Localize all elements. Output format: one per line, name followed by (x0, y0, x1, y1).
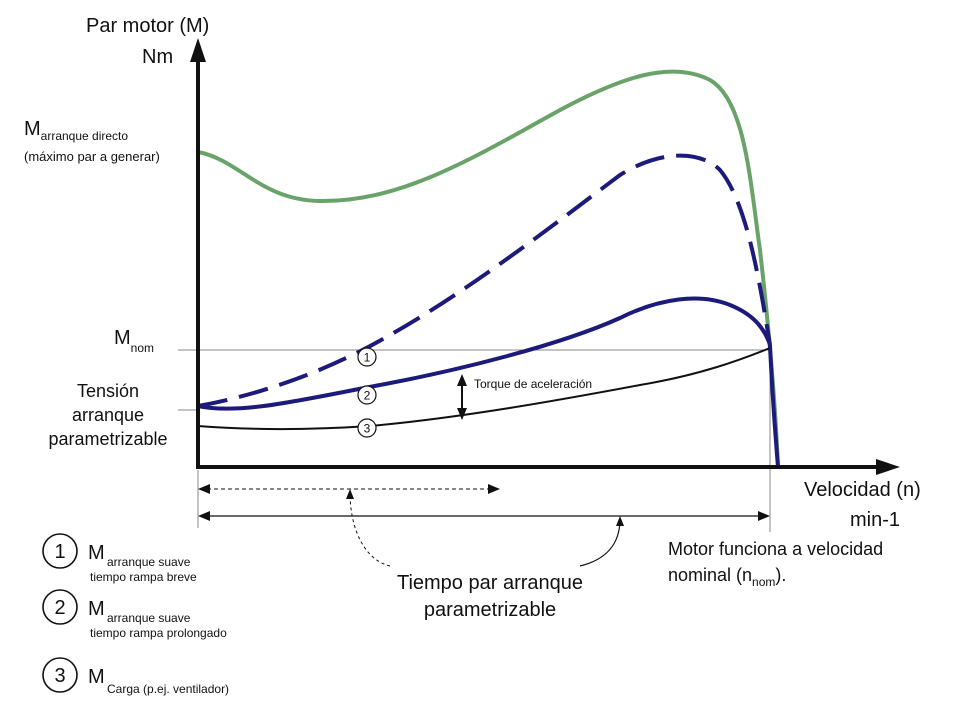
legend-sub1-3: Carga (p.ej. ventilador) (107, 682, 229, 696)
legend-main-3: M (88, 666, 105, 688)
legend-sub2-2: tiempo rampa prolongado (90, 626, 227, 640)
short-ramp-arrow-right (488, 484, 500, 494)
soft-start-long-ramp-curve (197, 296, 772, 411)
legend-item-3: 3 M Carga (p.ej. ventilador) (42, 657, 229, 696)
acceleration-torque-label: Torque de aceleración (474, 377, 592, 391)
time-label-line2: parametrizable (424, 599, 556, 621)
x-axis-label: Velocidad (n) (804, 479, 921, 501)
nominal-speed-drop-curve (768, 344, 780, 468)
legend-sub1-1: arranque suave (107, 555, 191, 569)
legend-marker-3 (42, 657, 78, 693)
m-arranque-directo-note: (máximo par a generar) (24, 149, 160, 164)
x-axis-unit: min-1 (850, 509, 900, 531)
m-nom-main: M (114, 327, 131, 349)
long-ramp-arrow-right (758, 511, 770, 521)
m-arranque-directo-label: Marranque directo (24, 118, 128, 143)
m-nom-label: Mnom (114, 327, 154, 355)
x-axis-arrowhead (876, 459, 900, 475)
motor-nominal-line1: Motor funciona a velocidad (668, 539, 883, 559)
short-ramp-arrow-left (198, 484, 210, 494)
legend-marker-1 (42, 533, 78, 569)
legend-main-1: M (88, 542, 105, 564)
legend-num-3: 3 (54, 665, 65, 687)
legend: 1 M arranque suave tiempo rampa breve 2 … (42, 533, 229, 696)
m-nom-sub: nom (131, 341, 154, 355)
long-ramp-leader-head (616, 516, 624, 526)
acceleration-torque-arrowhead-top (457, 374, 467, 386)
soft-start-short-ramp-curve (197, 153, 772, 408)
curve-marker-3 (357, 418, 377, 438)
y-axis-arrowhead (190, 38, 206, 62)
legend-num-1: 1 (54, 541, 65, 563)
motor-nominal-sub: nom (752, 575, 775, 589)
acceleration-torque-arrowhead-bottom (457, 408, 467, 420)
legend-sub2-1: tiempo rampa breve (90, 570, 197, 584)
legend-sub1-2: arranque suave (107, 611, 191, 625)
load-curve (197, 347, 771, 430)
y-axis-unit: Nm (142, 46, 173, 68)
short-ramp-leader (349, 491, 391, 567)
y-axis-label: Par motor (M) (86, 15, 209, 37)
m-arranque-directo-main: M (24, 118, 41, 140)
long-ramp-leader (579, 518, 621, 567)
motor-nominal-pre: nominal (n (668, 565, 752, 585)
curve-marker-2-text: 2 (364, 389, 371, 403)
m-arranque-directo-sub: arranque directo (41, 129, 129, 143)
legend-item-2: 2 M arranque suave tiempo rampa prolonga… (42, 589, 227, 640)
tension-label-line1: Tensión (77, 381, 139, 401)
legend-item-1: 1 M arranque suave tiempo rampa breve (42, 533, 197, 584)
legend-marker-2 (42, 589, 78, 625)
curve-marker-3-text: 3 (364, 422, 371, 436)
legend-main-2: M (88, 598, 105, 620)
time-label-line1: Tiempo par arranque (397, 572, 583, 594)
tension-label-line3: parametrizable (48, 429, 167, 449)
motor-nominal-line2: nominal (nnom). (668, 565, 786, 589)
long-ramp-arrow-left (198, 511, 210, 521)
curve-marker-1 (357, 347, 377, 367)
curve-marker-1-text: 1 (364, 351, 371, 365)
direct-start-curve (197, 69, 780, 466)
legend-num-2: 2 (54, 597, 65, 619)
short-ramp-leader-head (346, 489, 354, 499)
motor-nominal-post: ). (775, 565, 786, 585)
curve-marker-2 (357, 385, 377, 405)
tension-label-line2: arranque (72, 405, 144, 425)
